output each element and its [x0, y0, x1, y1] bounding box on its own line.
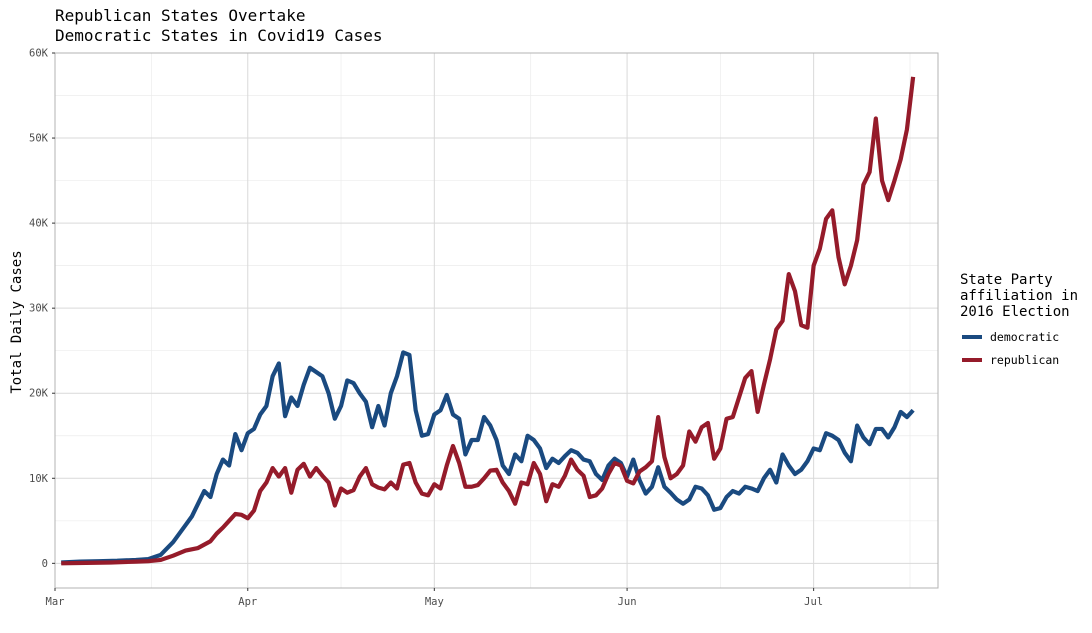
plot-panel-border — [54, 52, 939, 589]
legend-title-line-3: 2016 Election — [960, 304, 1070, 320]
legend-label-democratic: democratic — [990, 330, 1059, 344]
y-tick-label: 0 — [42, 558, 48, 570]
y-tick-label: 40K — [29, 218, 49, 230]
x-tick-label: Apr — [238, 596, 257, 608]
grid-minor — [55, 53, 938, 588]
legend-title-line-2: affiliation in — [960, 288, 1078, 304]
x-axis: Mar Apr May Jun Jul — [46, 588, 823, 608]
legend-label-republican: republican — [990, 353, 1059, 367]
legend: State Party affiliation in 2016 Election… — [960, 272, 1078, 367]
y-tick-label: 50K — [29, 133, 49, 145]
series-line-democratic — [61, 350, 915, 565]
y-tick-label: 20K — [29, 388, 49, 400]
x-tick-label: Jul — [804, 596, 823, 608]
y-axis: 0 10K 20K 30K 40K 50K 60K — [29, 48, 55, 570]
chart-title-line-1: Republican States Overtake — [55, 6, 305, 25]
y-axis-title: Total Daily Cases — [9, 250, 25, 393]
x-tick-label: Mar — [46, 596, 65, 608]
y-tick-label: 10K — [29, 473, 49, 485]
y-tick-label: 30K — [29, 303, 49, 315]
x-tick-label: Jun — [618, 596, 637, 608]
x-tick-label: May — [425, 596, 444, 608]
legend-title-line-1: State Party — [960, 272, 1053, 288]
series-line-republican — [61, 76, 916, 566]
y-tick-label: 60K — [29, 48, 49, 60]
series-lines — [61, 76, 916, 566]
chart-title-line-2: Democratic States in Covid19 Cases — [55, 26, 383, 45]
